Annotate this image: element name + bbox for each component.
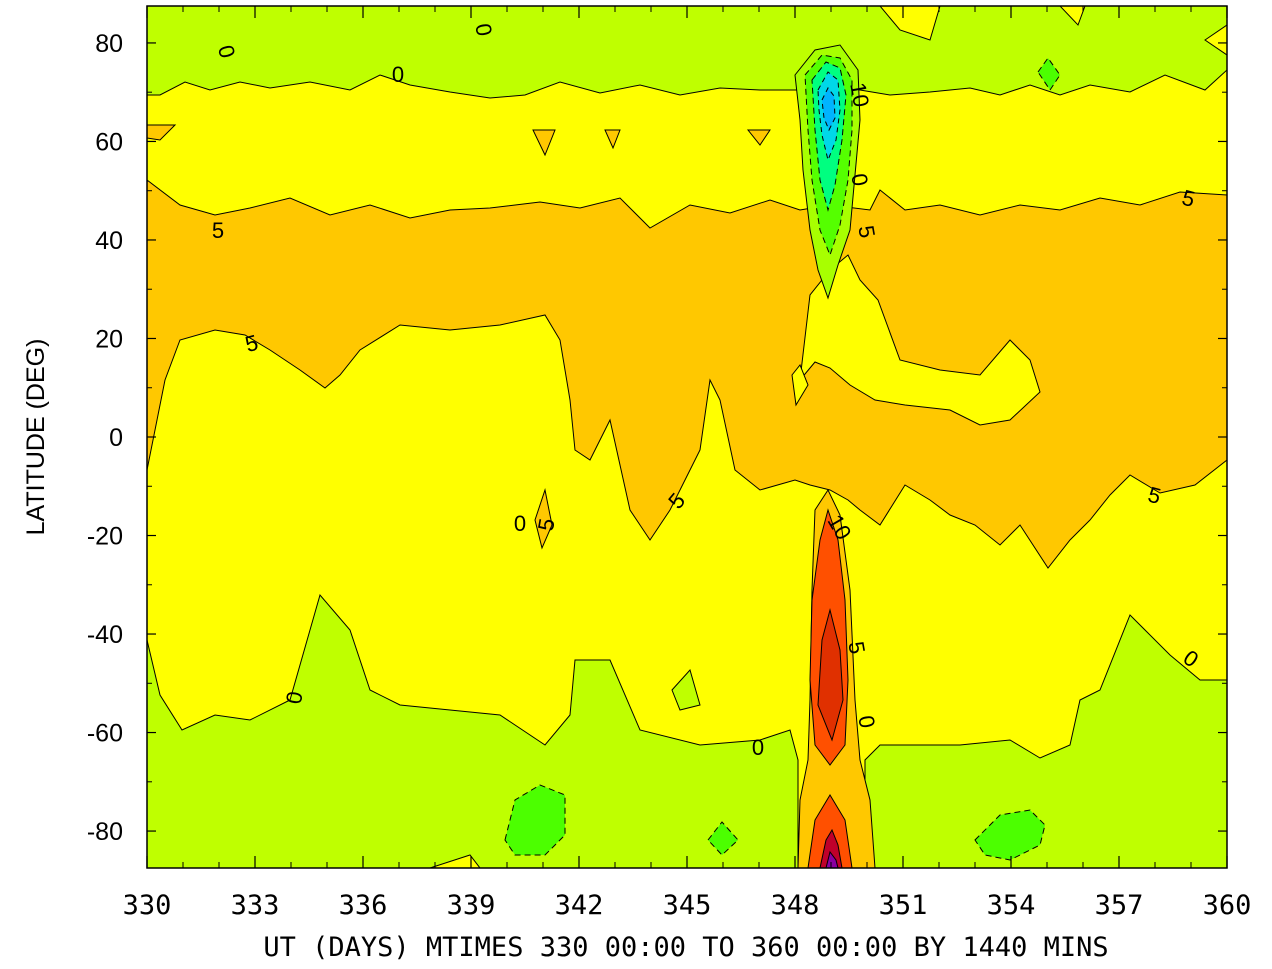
small-orange-patch <box>604 129 621 150</box>
y-tick-label: 20 <box>95 325 123 353</box>
south-polar-negative-region <box>147 593 799 868</box>
x-tick-label: 351 <box>879 890 928 921</box>
y-tick-label: 40 <box>95 227 123 255</box>
x-tick-label: 333 <box>231 890 280 921</box>
tropical-maximum-region <box>147 179 1227 569</box>
negative-patch <box>1037 57 1061 91</box>
y-axis-label: LATITUDE (DEG) <box>22 339 50 536</box>
yellow-patch <box>429 854 481 868</box>
contour-value-label: 0 <box>853 714 880 730</box>
contour-value-label: 5 <box>212 218 224 243</box>
y-tick-label: -80 <box>87 818 123 846</box>
y-tick-label: -60 <box>87 720 123 748</box>
yellow-patch <box>1204 24 1227 56</box>
small-orange-patch <box>147 124 177 141</box>
x-tick-label: 345 <box>663 890 712 921</box>
contour-value-label: 0 <box>514 511 526 536</box>
x-axis-label: UT (DAYS) MTIMES 330 00:00 TO 360 00:00 … <box>263 932 1108 963</box>
contour-value-label: 5 <box>843 640 870 656</box>
contour-value-label: 5 <box>853 224 880 240</box>
x-tick-label: 339 <box>447 890 496 921</box>
vertical-anomaly-south-pole-peak <box>825 850 839 868</box>
contour-value-label: 0 <box>281 690 308 706</box>
y-tick-label: 60 <box>95 128 123 156</box>
negative-patch <box>707 821 739 856</box>
y-tick-label: -20 <box>87 523 123 551</box>
yellow-patch <box>1059 6 1086 26</box>
contour-fill <box>147 6 1227 868</box>
negative-patch <box>974 809 1046 861</box>
small-orange-patch <box>746 129 771 146</box>
x-tick-label: 360 <box>1203 890 1252 921</box>
y-axis: 80 60 40 20 0 -20 -40 -60 -80 <box>87 30 1227 846</box>
x-tick-label: 357 <box>1095 890 1144 921</box>
contour-value-label: 0 <box>470 22 497 38</box>
vertical-anomaly-south-pole <box>807 794 853 868</box>
vertical-anomaly-stronger <box>817 608 844 742</box>
x-axis: 330 333 336 339 342 345 348 351 354 357 360 <box>123 6 1252 921</box>
north-polar-negative-region <box>147 6 1227 99</box>
yellow-patch <box>879 6 941 41</box>
negative-patch <box>504 784 566 856</box>
x-tick-label: 336 <box>339 890 388 921</box>
south-polar-negative-region <box>864 614 1227 868</box>
contour-value-label: 0 <box>846 172 873 188</box>
x-tick-label: 330 <box>123 890 172 921</box>
x-tick-label: 348 <box>771 890 820 921</box>
contour-value-label: 0 <box>752 735 764 760</box>
positive-patch <box>534 488 553 550</box>
contour-value-label: 5 <box>533 517 560 533</box>
contour-value-label: 10 <box>845 80 874 108</box>
northern-minimum-peak <box>821 87 836 132</box>
vertical-anomaly-south-pole-peak <box>819 828 843 868</box>
x-tick-label: 354 <box>987 890 1036 921</box>
x-tick-label: 342 <box>555 890 604 921</box>
small-orange-patch <box>532 129 556 157</box>
yellow-patch <box>791 364 809 407</box>
contour-value-label: 0 <box>392 62 404 87</box>
y-tick-label: -40 <box>87 621 123 649</box>
y-tick-label: 0 <box>109 424 123 452</box>
negative-patch <box>671 668 701 711</box>
level-0-to-5-region <box>799 254 1041 426</box>
y-tick-label: 80 <box>95 30 123 58</box>
